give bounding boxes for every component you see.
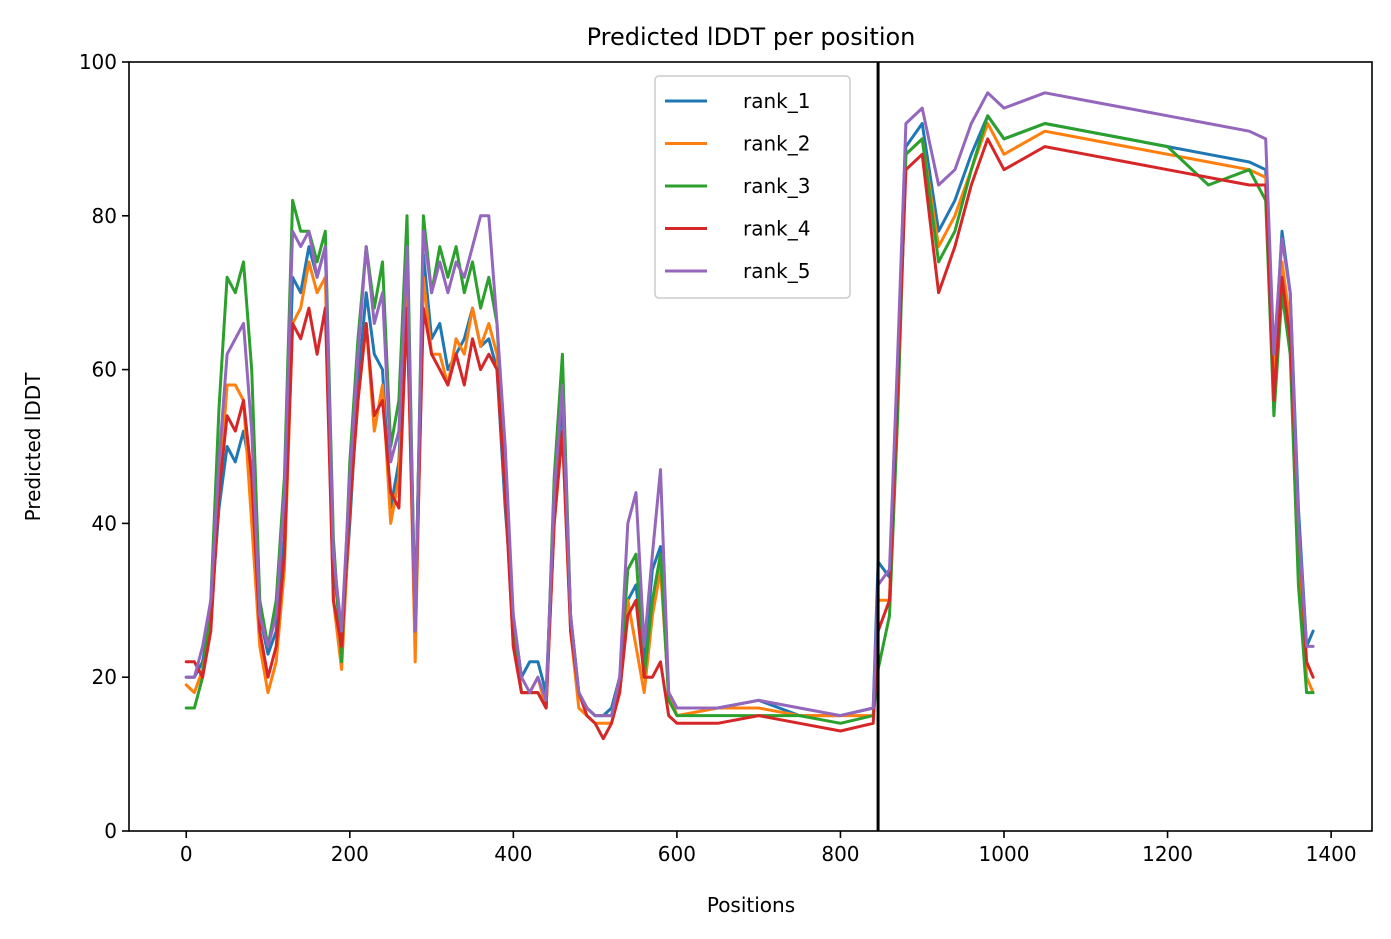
- legend-label: rank_2: [743, 132, 810, 156]
- x-tick-label: 400: [494, 842, 532, 866]
- y-tick-label: 100: [79, 50, 117, 74]
- x-tick-label: 800: [821, 842, 859, 866]
- x-axis-label: Positions: [707, 893, 795, 917]
- x-tick-label: 1200: [1142, 842, 1193, 866]
- legend-label: rank_5: [743, 259, 810, 283]
- series-line-rank-4: [184, 137, 1315, 741]
- legend-box: [654, 75, 851, 299]
- x-tick-label: 200: [331, 842, 369, 866]
- legend: rank_1 rank_2 rank_3 rank_4 rank_5: [654, 75, 851, 299]
- y-tick-label: 80: [92, 204, 117, 228]
- axes: 0 200 400 600 800 1000 1200 1400 0 20 40 60 80 100: [79, 50, 1373, 866]
- chart-title: Predicted lDDT per position: [587, 23, 916, 51]
- x-tick-label: 0: [180, 842, 193, 866]
- y-tick-label: 40: [92, 511, 117, 535]
- y-tick-label: 0: [104, 819, 117, 843]
- series-line-rank-5: [184, 91, 1315, 718]
- x-tick-label: 1000: [979, 842, 1030, 866]
- y-tick-label: 60: [92, 358, 117, 382]
- axes-frame: [128, 61, 1373, 832]
- legend-label: rank_1: [743, 89, 810, 113]
- legend-label: rank_3: [743, 174, 810, 198]
- x-tick-label: 600: [658, 842, 696, 866]
- legend-label: rank_4: [743, 217, 810, 241]
- y-tick-label: 20: [92, 665, 117, 689]
- plot-area: [184, 62, 1315, 831]
- x-tick-label: 1400: [1306, 842, 1357, 866]
- y-axis-label: Predicted lDDT: [21, 372, 45, 522]
